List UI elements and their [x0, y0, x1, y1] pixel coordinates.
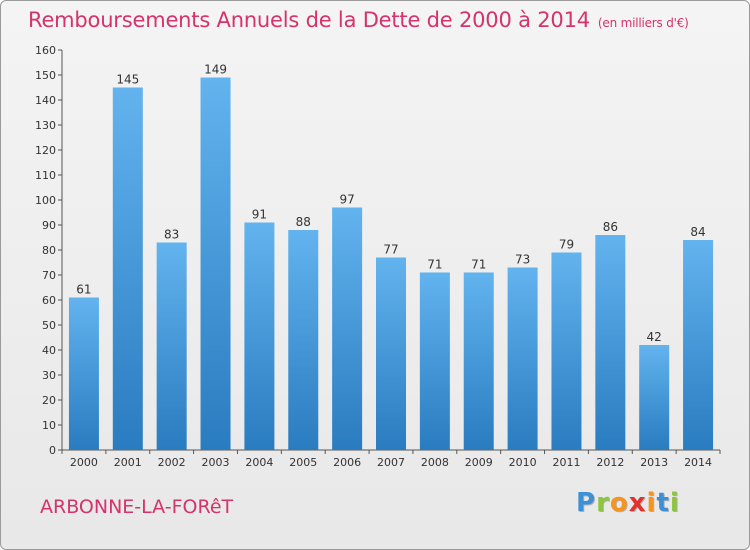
y-tick-label: 150 — [35, 69, 56, 82]
x-tick-label-2006: 2006 — [333, 456, 361, 469]
x-tick-label-2005: 2005 — [289, 456, 317, 469]
bar-2000 — [68, 297, 99, 450]
y-tick-label: 100 — [35, 194, 56, 207]
x-tick-label-2009: 2009 — [465, 456, 493, 469]
y-tick-label: 120 — [35, 144, 56, 157]
x-tick-label-2007: 2007 — [377, 456, 405, 469]
commune-name: ARBONNE-LA-FORêT — [40, 496, 234, 518]
x-tick-label-2012: 2012 — [596, 456, 624, 469]
y-tick-label: 130 — [35, 119, 56, 132]
y-tick-label: 140 — [35, 94, 56, 107]
bar-2013 — [639, 345, 670, 450]
y-tick-label: 90 — [42, 219, 56, 232]
bar-2005 — [288, 230, 319, 450]
value-label-2011: 79 — [559, 238, 574, 252]
value-label-2000: 61 — [76, 283, 91, 297]
bar-2001 — [112, 87, 143, 450]
bars — [68, 77, 714, 450]
value-label-2008: 71 — [427, 258, 442, 272]
y-tick-label: 70 — [42, 269, 56, 282]
proxiti-logo: Proxiti — [576, 488, 680, 518]
logo-letter: o — [609, 488, 629, 518]
logo-letter: x — [628, 488, 647, 518]
logo-letter: i — [669, 488, 680, 518]
logo-letter: i — [646, 488, 657, 518]
value-label-2010: 73 — [515, 253, 530, 267]
bar-2011 — [551, 252, 582, 450]
y-tick-label: 160 — [35, 44, 56, 57]
bar-2004 — [244, 222, 275, 450]
y-tick-label: 0 — [49, 444, 56, 457]
value-labels: 61 145 83 149 91 88 97 77 71 71 73 79 86 42 84 — [76, 63, 705, 345]
x-tick-label-2011: 2011 — [552, 456, 580, 469]
bar-2002 — [156, 242, 187, 450]
value-label-2009: 71 — [471, 258, 486, 272]
logo-letter: r — [596, 488, 610, 518]
x-tick-label-2000: 2000 — [70, 456, 98, 469]
bar-2014 — [683, 240, 714, 450]
x-tick-label-2003: 2003 — [202, 456, 230, 469]
bar-2003 — [200, 77, 231, 450]
value-label-2014: 84 — [690, 225, 705, 239]
bar-2007 — [376, 257, 406, 450]
y-tick-label: 30 — [42, 369, 56, 382]
y-tick-label: 40 — [42, 344, 56, 357]
y-tick-label: 80 — [42, 244, 56, 257]
value-label-2013: 42 — [647, 330, 662, 344]
x-tick-label-2001: 2001 — [114, 456, 142, 469]
bar-2012 — [595, 235, 626, 450]
value-label-2006: 97 — [339, 193, 354, 207]
bar-2009 — [463, 272, 494, 450]
unit-label: (en milliers d'€) — [597, 16, 689, 30]
x-tick-label-2014: 2014 — [684, 456, 712, 469]
chart-title: Remboursements Annuels de la Dette de 20… — [28, 8, 689, 32]
y-tick-label: 60 — [42, 294, 56, 307]
value-label-2003: 149 — [204, 63, 227, 77]
x-tick-label-2013: 2013 — [640, 456, 668, 469]
logo-letter: t — [656, 488, 670, 518]
value-label-2012: 86 — [603, 220, 618, 234]
y-tick-label: 10 — [42, 419, 56, 432]
value-label-2004: 91 — [252, 208, 267, 222]
value-label-2001: 145 — [116, 73, 139, 87]
value-label-2007: 77 — [383, 243, 398, 257]
y-tick-label: 20 — [42, 394, 56, 407]
x-tick-label-2002: 2002 — [158, 456, 186, 469]
value-label-2005: 88 — [296, 215, 311, 229]
y-tick-label: 50 — [42, 319, 56, 332]
bar-2010 — [507, 267, 538, 450]
x-tick-label-2010: 2010 — [509, 456, 537, 469]
logo-letter: P — [576, 488, 597, 518]
title-text: Remboursements Annuels de la Dette de 20… — [28, 8, 590, 32]
x-tick-label-2004: 2004 — [245, 456, 273, 469]
bar-2008 — [419, 272, 450, 450]
value-label-2002: 83 — [164, 228, 179, 242]
bar-2006 — [332, 207, 363, 450]
x-tick-label-2008: 2008 — [421, 456, 449, 469]
y-tick-label: 110 — [35, 169, 56, 182]
